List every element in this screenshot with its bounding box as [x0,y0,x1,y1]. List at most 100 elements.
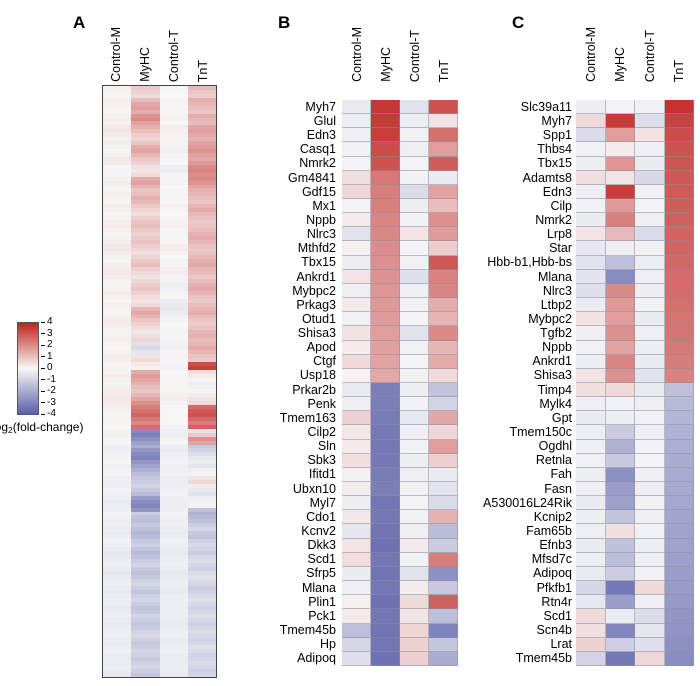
heatmap-cell [635,184,665,200]
row-label-kcnip2: Kcnip2 [533,509,572,524]
heatmap-cell [159,255,188,260]
panel-a-heatmap[interactable] [102,85,217,678]
heatmap-cell [159,105,188,110]
heatmap-cell [605,425,635,440]
colorbar-tick: -3 [41,397,56,408]
heatmap-cell [342,453,371,468]
heatmap-cell [576,482,606,497]
heatmap-cell [187,208,216,213]
heatmap-cell [131,617,160,622]
heatmap-cell [131,160,160,165]
heatmap-cell [371,496,400,511]
heatmap-cell [159,566,188,571]
heatmap-cell [187,121,216,126]
heatmap-cell [187,468,216,473]
heatmap-cell [103,645,132,650]
row-label-myl7: Myl7 [309,495,336,510]
heatmap-cell [131,527,160,532]
heatmap-cell [131,562,160,567]
row-label-gdf15: Gdf15 [301,184,336,199]
heatmap-cell [576,156,606,171]
heatmap-cell [159,117,188,122]
column-header-control-t: Control-T [642,29,657,82]
heatmap-cell [159,499,188,504]
heatmap-cell [159,503,188,508]
heatmap-cell [576,213,606,228]
heatmap-cell [187,503,216,508]
heatmap-cell [131,428,160,433]
heatmap-cell [159,346,188,350]
heatmap-cell [371,382,400,398]
row-label-ctgf: Ctgf [313,354,336,369]
heatmap-cell [131,334,160,339]
heatmap-cell [103,239,132,244]
heatmap-cell [664,482,694,497]
heatmap-cell [131,432,160,437]
heatmap-cell [187,546,216,551]
heatmap-cell [429,170,458,185]
heatmap-cell [159,527,188,532]
heatmap-cell [576,340,606,355]
heatmap-cell [576,524,606,539]
heatmap-cell [429,184,458,200]
column-header-tnt: TnT [436,59,451,82]
heatmap-cell [103,657,132,662]
heatmap-cell [187,428,216,433]
heatmap-cell [159,673,188,677]
heatmap-cell [131,349,160,354]
heatmap-cell [664,609,694,624]
heatmap-cell [131,176,160,181]
heatmap-cell [429,510,458,525]
heatmap-cell [103,326,132,331]
heatmap-cell [131,251,160,256]
heatmap-cell [103,290,132,295]
heatmap-cell [664,411,694,426]
heatmap-cell [605,524,635,539]
row-label-mx1: Mx1 [312,198,336,213]
heatmap-cell [103,487,132,492]
row-label-scd1: Scd1 [543,608,573,623]
heatmap-cell [576,368,606,383]
heatmap-cell [400,595,429,610]
heatmap-cell [664,397,694,412]
panel-b-heatmap[interactable] [342,100,458,666]
heatmap-cell [187,570,216,575]
heatmap-cell [131,621,160,626]
heatmap-cell [187,444,216,449]
heatmap-cell [400,467,429,483]
heatmap-cell [103,208,132,213]
heatmap-cell [103,152,132,157]
heatmap-cell [576,326,606,341]
heatmap-cell [605,199,635,214]
heatmap-cell [131,275,160,280]
row-label-kcnv2: Kcnv2 [301,524,336,539]
heatmap-cell [342,637,371,652]
heatmap-cell [371,439,400,454]
heatmap-cell [187,456,216,461]
heatmap-cell [429,637,458,652]
heatmap-cell [103,566,132,571]
heatmap-cell [187,621,216,626]
heatmap-cell [429,142,458,157]
row-label-tmem45b: Tmem45b [279,623,336,638]
heatmap-cell [159,302,188,307]
heatmap-cell [605,283,635,299]
heatmap-cell [103,188,132,193]
heatmap-cell [103,507,132,512]
panel-c-heatmap[interactable] [576,100,694,666]
column-header-control-m: Control-M [109,27,124,82]
heatmap-cell [159,539,188,544]
heatmap-cell [159,113,188,118]
heatmap-cell [159,480,188,484]
heatmap-cell [400,368,429,383]
row-label-a530016l24rik: A530016L24Rik [483,495,572,510]
heatmap-cell [131,499,160,504]
heatmap-cell [371,651,400,666]
heatmap-cell [342,241,371,256]
heatmap-cell [131,318,160,323]
heatmap-cell [159,413,188,417]
row-label-ifitd1: Ifitd1 [308,467,336,482]
heatmap-cell [635,651,665,666]
heatmap-cell [187,168,216,173]
heatmap-cell [103,590,132,595]
